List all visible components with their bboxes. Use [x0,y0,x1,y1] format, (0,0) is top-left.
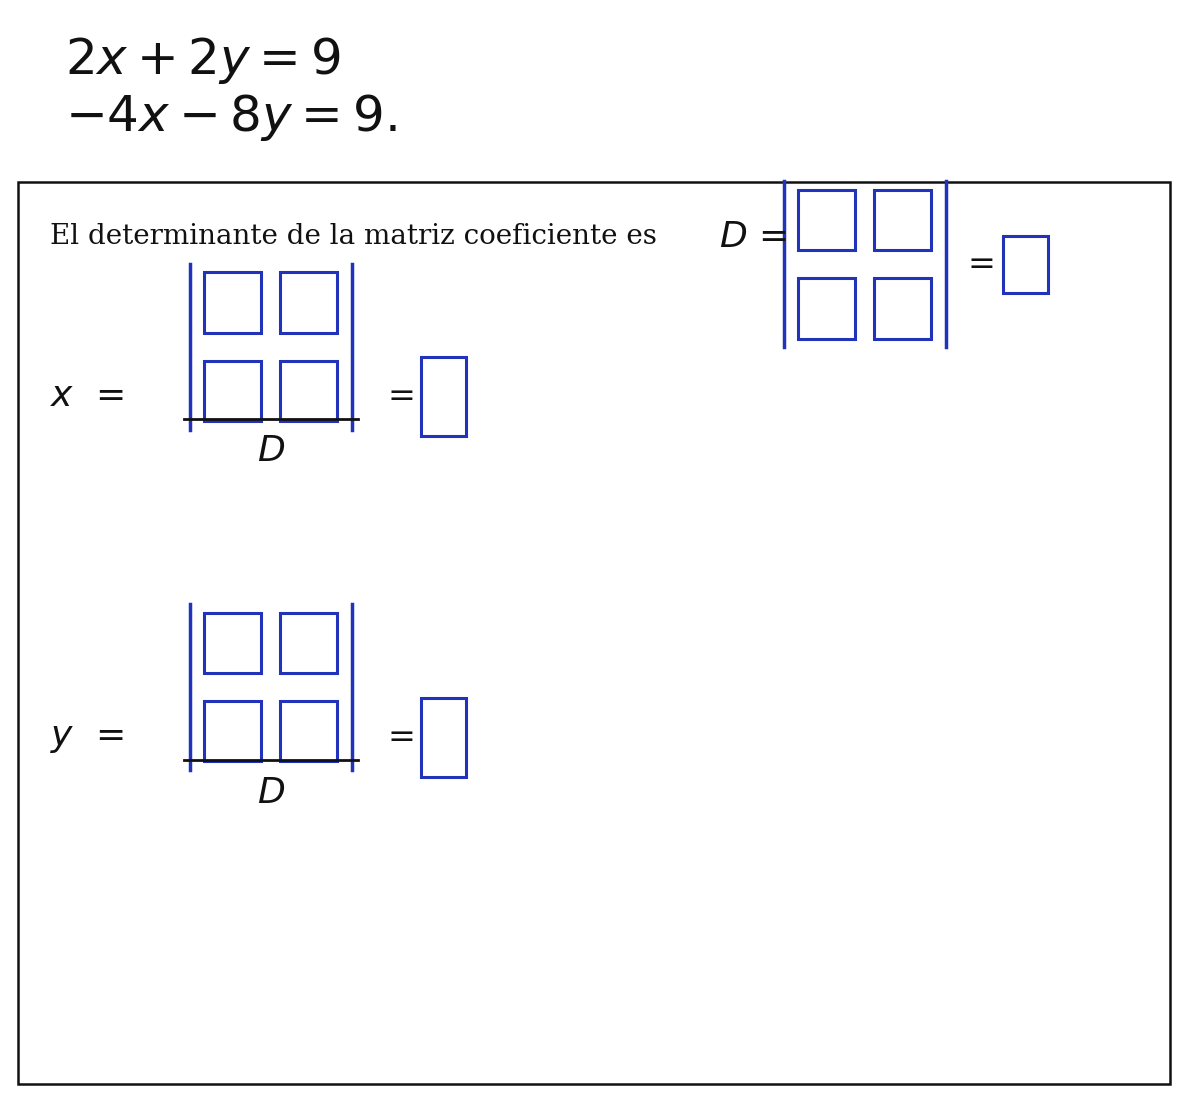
Bar [204,612,261,674]
Bar [421,357,466,436]
Text: $D$ =: $D$ = [719,220,786,253]
Text: $D$: $D$ [257,435,285,468]
Bar [280,612,337,674]
Text: =: = [387,721,415,754]
Text: $D$: $D$ [257,776,285,809]
Text: =: = [387,380,415,413]
Bar [798,189,855,251]
Bar [204,701,261,762]
Bar [280,360,337,421]
Bar [874,189,931,251]
Bar [204,272,261,333]
Text: $2x + 2y = 9$: $2x + 2y = 9$ [65,35,341,86]
Bar [874,277,931,339]
Text: $-4x - 8y = 9.$: $-4x - 8y = 9.$ [65,92,397,143]
Text: $y$  =: $y$ = [50,721,124,754]
Text: El determinante de la matriz coeficiente es: El determinante de la matriz coeficiente… [50,224,675,250]
Bar [204,360,261,421]
Bar [18,182,1170,1084]
Bar [1003,236,1048,293]
Bar [280,701,337,762]
Text: $x$  =: $x$ = [50,380,124,413]
Bar [421,698,466,777]
Text: =: = [967,248,994,281]
Bar [798,277,855,339]
Bar [280,272,337,333]
